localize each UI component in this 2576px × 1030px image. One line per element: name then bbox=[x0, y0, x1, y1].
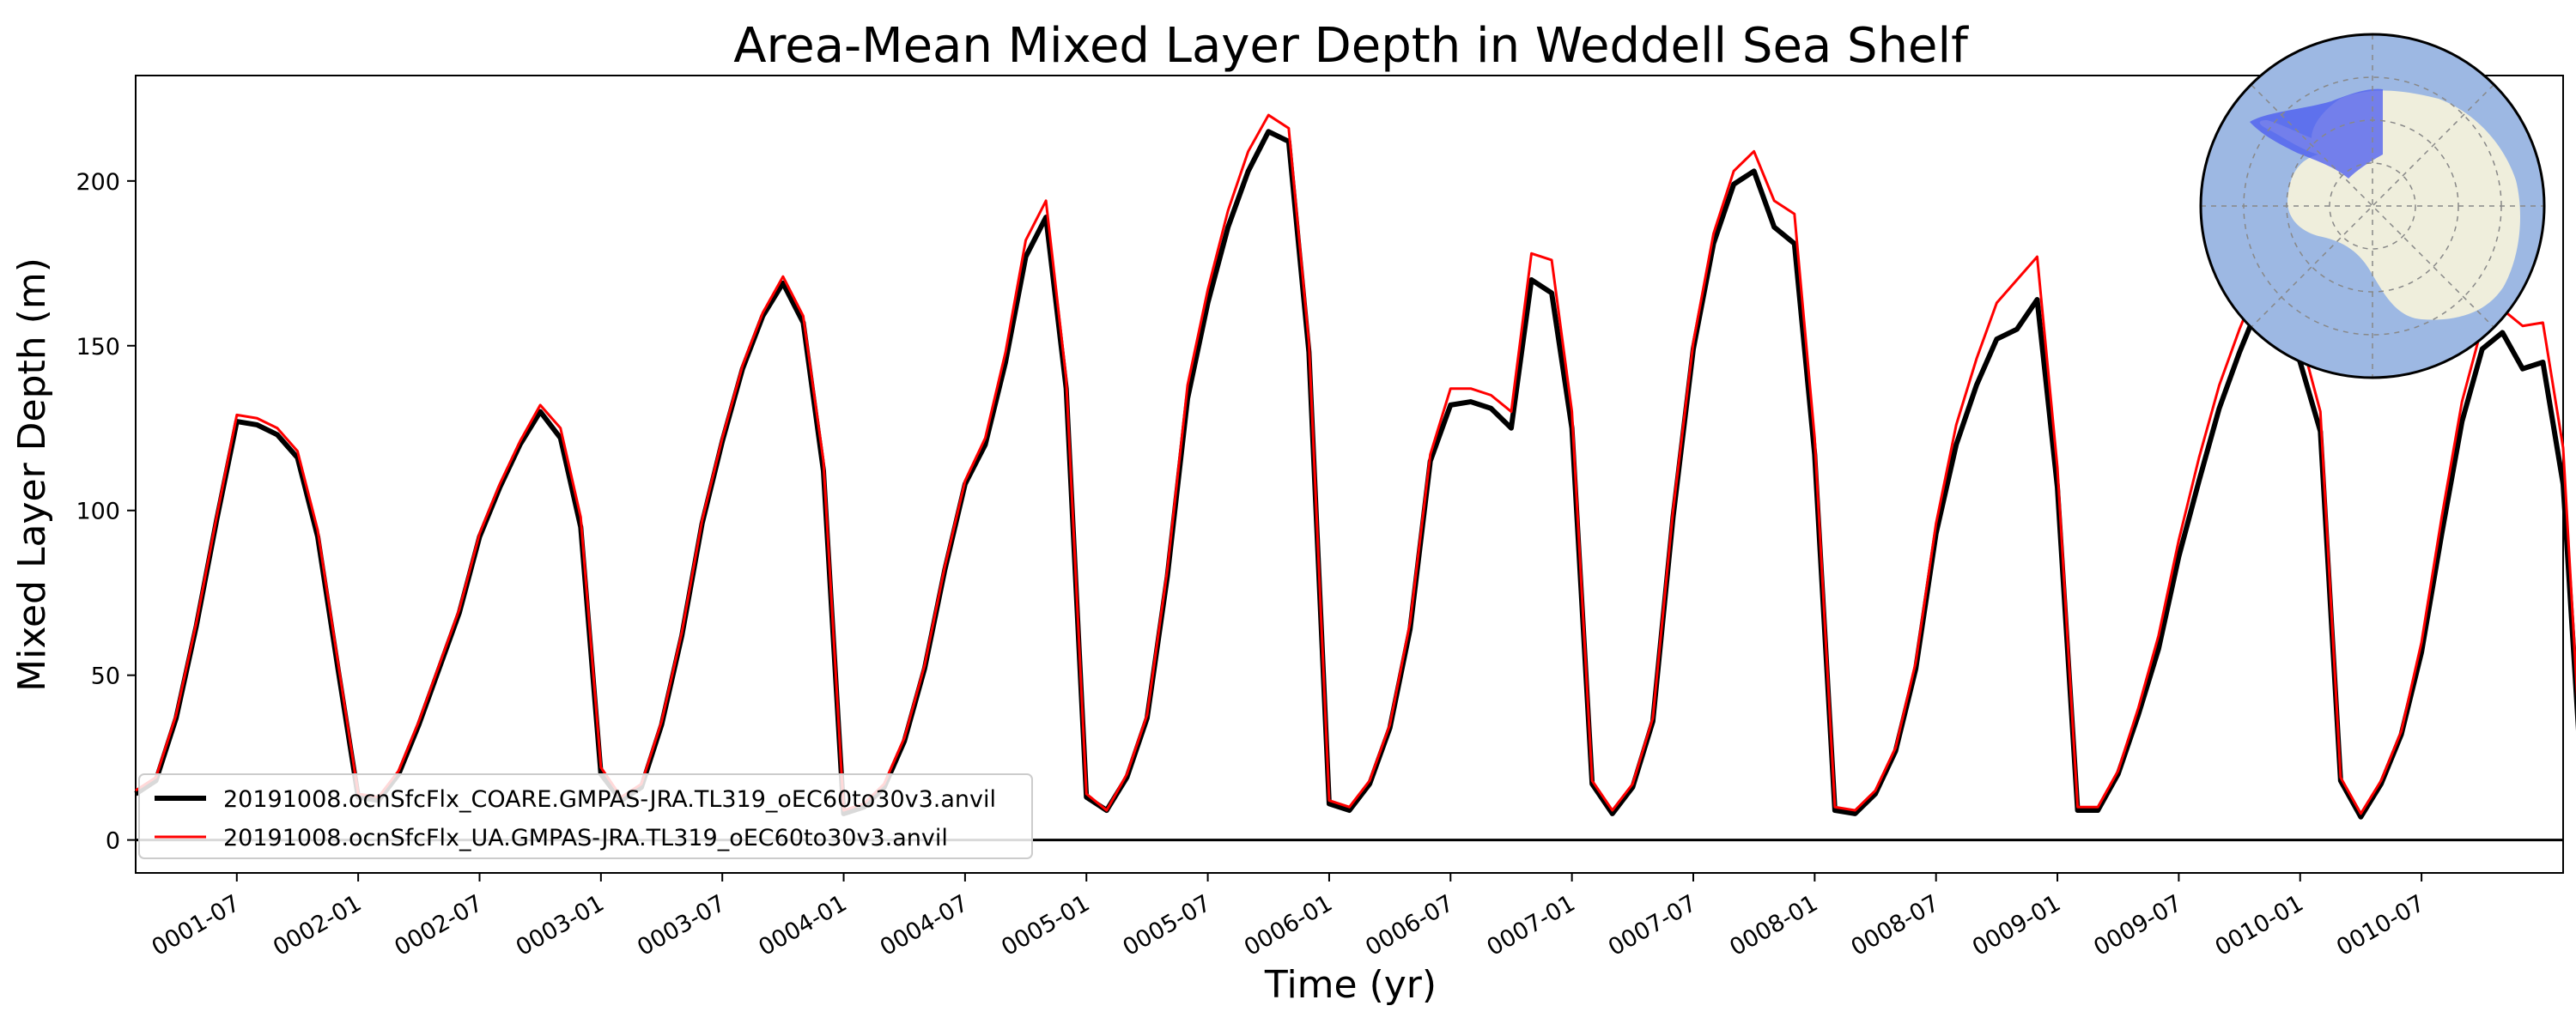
legend: 20191008.ocnSfcFlx_COARE.GMPAS-JRA.TL319… bbox=[138, 773, 1033, 859]
y-tick-label: 200 bbox=[76, 169, 120, 196]
x-tick-label: 0010-07 bbox=[2332, 890, 2429, 961]
y-ticks: 0 50 100 150 200 bbox=[76, 169, 136, 855]
x-ticks: 0001-07 0002-01 0002-07 0003-01 0003-07 0004-… bbox=[148, 873, 2429, 961]
x-tick-label: 0002-07 bbox=[390, 890, 487, 961]
chart-title: Area-Mean Mixed Layer Depth in Weddell S… bbox=[733, 18, 1969, 74]
x-tick-label: 0007-01 bbox=[1483, 890, 1580, 961]
series-line-coare bbox=[134, 129, 2576, 820]
x-tick-label: 0003-01 bbox=[512, 890, 609, 961]
x-tick-label: 0003-07 bbox=[633, 890, 730, 961]
x-tick-label: 0006-01 bbox=[1240, 890, 1337, 961]
x-axis-label: Time (yr) bbox=[1264, 963, 1437, 1007]
x-tick-label: 0007-07 bbox=[1604, 890, 1701, 961]
x-tick-label: 0004-01 bbox=[754, 890, 851, 961]
x-tick-label: 0001-07 bbox=[148, 890, 245, 961]
y-tick-label: 0 bbox=[106, 828, 120, 855]
x-tick-label: 0010-01 bbox=[2211, 890, 2308, 961]
series-line-ua bbox=[135, 113, 2576, 815]
graticule bbox=[2201, 34, 2544, 378]
x-tick-label: 0006-07 bbox=[1361, 890, 1458, 961]
x-tick-label: 0008-01 bbox=[1725, 890, 1822, 961]
x-tick-label: 0005-01 bbox=[997, 890, 1094, 961]
x-tick-label: 0009-01 bbox=[1968, 890, 2065, 961]
weddell-sea-shelf-region bbox=[2250, 88, 2383, 179]
plot-area bbox=[135, 75, 2564, 874]
x-tick-label: 0009-07 bbox=[2089, 890, 2186, 961]
y-tick-label: 150 bbox=[76, 334, 120, 360]
x-tick-label: 0004-07 bbox=[876, 890, 973, 961]
series-layer bbox=[134, 113, 2576, 820]
x-tick-label: 0005-07 bbox=[1118, 890, 1215, 961]
x-tick-label: 0008-07 bbox=[1847, 890, 1944, 961]
y-axis-label: Mixed Layer Depth (m) bbox=[10, 258, 54, 692]
legend-label-ua: 20191008.ocnSfcFlx_UA.GMPAS-JRA.TL319_oE… bbox=[223, 825, 948, 851]
map-border bbox=[2199, 33, 2546, 379]
y-tick-label: 100 bbox=[76, 499, 120, 525]
x-tick-label: 0002-01 bbox=[269, 890, 366, 961]
plot-frame bbox=[135, 75, 2564, 874]
y-tick-label: 50 bbox=[91, 663, 120, 690]
legend-box bbox=[138, 773, 1033, 859]
legend-label-coare: 20191008.ocnSfcFlx_COARE.GMPAS-JRA.TL319… bbox=[223, 786, 996, 813]
inset-polar-map bbox=[2199, 33, 2546, 379]
